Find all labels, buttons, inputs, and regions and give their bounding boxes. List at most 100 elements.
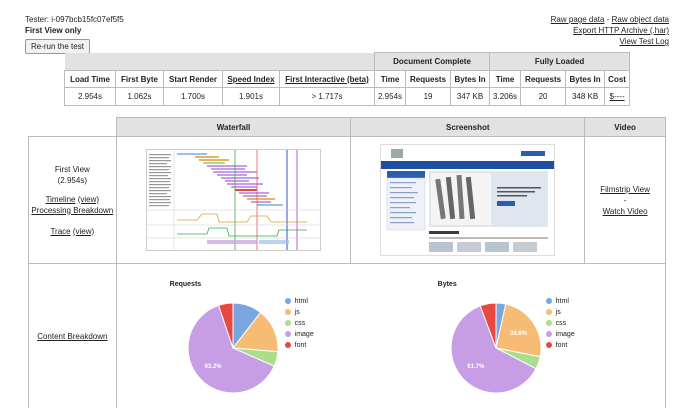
view-test-log-link[interactable]: View Test Log xyxy=(619,37,669,46)
legend-item-font: font xyxy=(545,340,575,351)
summary-blank xyxy=(64,52,375,71)
legend-item-css: css xyxy=(545,318,575,329)
col-start-render: Start Render xyxy=(163,70,223,88)
legend-label: html xyxy=(294,298,308,305)
rerun-button[interactable]: Re-run the test xyxy=(25,39,90,54)
pie-slice-js xyxy=(495,303,542,358)
col-fl-time: Time xyxy=(489,70,522,88)
fully-loaded-group: Fully Loaded xyxy=(489,52,631,71)
view-mode: First View only xyxy=(25,26,82,35)
pie-slice-font xyxy=(217,302,234,349)
legend-swatch xyxy=(284,298,291,305)
col-load-time: Load Time xyxy=(64,70,116,88)
raw-page-data-link[interactable]: Raw page data xyxy=(550,15,605,24)
video-separator: - xyxy=(623,195,627,205)
val-dc-time: 2.954s xyxy=(373,87,407,106)
legend-item-css: css xyxy=(284,318,314,329)
processing-breakdown-link[interactable]: Processing Breakdown xyxy=(31,205,114,215)
screenshot-cell xyxy=(350,136,586,264)
col-dc-requests: Requests xyxy=(405,70,452,88)
waterfall-cell xyxy=(115,136,352,264)
legend-label: html xyxy=(555,298,569,305)
trace-view-link[interactable]: (view) xyxy=(72,226,95,236)
site-logo xyxy=(391,149,404,158)
bytes-pie-chart: 24.6% 61.7% xyxy=(450,302,542,394)
legend-swatch xyxy=(545,320,552,327)
content-breakdown-cell: Content Breakdown xyxy=(28,263,117,408)
val-dc-requests: 19 xyxy=(405,87,452,106)
bytes-legend: html js css image font xyxy=(545,296,575,351)
legend-label: image xyxy=(294,331,314,338)
first-view-time: (2.954s) xyxy=(57,175,87,185)
col-cost: Cost xyxy=(604,70,631,88)
screenshot-header: Screenshot xyxy=(350,117,586,137)
legend-swatch xyxy=(545,309,552,316)
col-first-byte: First Byte xyxy=(115,70,164,88)
legend-item-image: image xyxy=(284,329,314,340)
video-header: Video xyxy=(584,117,666,137)
screenshot-thumbnail[interactable] xyxy=(380,144,556,256)
col-first-interactive[interactable]: First Interactive (beta) xyxy=(285,74,369,84)
legend-item-html: html xyxy=(284,296,314,307)
requests-pie-chart: 63.2% xyxy=(187,302,279,394)
first-view-label: First View xyxy=(54,164,90,174)
first-view-cell: First View (2.954s) Timeline (view) Proc… xyxy=(28,136,117,264)
legend-label: font xyxy=(555,342,568,349)
timeline-link[interactable]: Timeline xyxy=(45,194,76,204)
results-table: Waterfall Screenshot Video First View (2… xyxy=(28,117,667,408)
cost-link[interactable]: $---- xyxy=(609,92,625,101)
legend-swatch xyxy=(284,320,291,327)
content-breakdown-row: Content Breakdown Requests 63.2% html js c… xyxy=(28,263,667,408)
legend-item-html: html xyxy=(545,296,575,307)
legend-item-js: js xyxy=(545,307,575,318)
waterfall-thumbnail[interactable] xyxy=(146,149,322,251)
legend-swatch xyxy=(545,298,552,305)
val-first-byte: 1.062s xyxy=(115,87,164,106)
val-load-time: 2.954s xyxy=(64,87,116,106)
val-start-render: 1.700s xyxy=(163,87,223,106)
pie-label-image: 63.2% xyxy=(204,364,222,370)
legend-swatch xyxy=(545,331,552,338)
tester-id: Tester: i-097bcb15fc07ef5f5 xyxy=(25,15,124,24)
legend-label: image xyxy=(555,331,575,338)
pie-slice-image xyxy=(187,304,275,394)
timeline-view-link[interactable]: (view) xyxy=(77,194,100,204)
col-fl-requests: Requests xyxy=(520,70,567,88)
export-links: Raw page data - Raw object data Export H… xyxy=(551,14,669,47)
pie-slice-font xyxy=(479,302,497,349)
legend-swatch xyxy=(284,309,291,316)
legend-swatch xyxy=(284,331,291,338)
legend-label: font xyxy=(294,342,307,349)
legend-label: css xyxy=(555,320,567,327)
summary-values-row: 2.954s 1.062s 1.700s 1.901s > 1.717s 2.9… xyxy=(64,87,631,106)
export-har-link[interactable]: Export HTTP Archive (.har) xyxy=(573,26,669,35)
bytes-chart-title: Bytes xyxy=(437,281,457,288)
link-separator: - xyxy=(606,15,610,24)
pie-label-js: 24.6% xyxy=(510,331,528,337)
col-dc-time: Time xyxy=(373,70,407,88)
col-fl-bytes: Bytes In xyxy=(565,70,606,88)
summary-header-row: Load Time First Byte Start Render Speed … xyxy=(64,70,631,88)
doc-complete-group: Document Complete xyxy=(373,52,491,71)
legend-swatch xyxy=(545,342,552,349)
pie-charts-cell: Requests 63.2% html js css image font Bytes … xyxy=(115,263,667,408)
raw-object-data-link[interactable]: Raw object data xyxy=(611,15,669,24)
watch-video-link[interactable]: Watch Video xyxy=(602,206,648,216)
val-fl-time: 3.206s xyxy=(489,87,522,106)
first-view-row: First View (2.954s) Timeline (view) Proc… xyxy=(28,136,666,264)
content-breakdown-link[interactable]: Content Breakdown xyxy=(37,331,108,341)
video-cell: Filmstrip View - Watch Video xyxy=(584,136,666,264)
legend-label: css xyxy=(294,320,306,327)
legend-swatch xyxy=(284,342,291,349)
waterfall-header: Waterfall xyxy=(115,117,352,137)
screenshot-graphic xyxy=(381,149,555,252)
legend-item-image: image xyxy=(545,329,575,340)
val-fl-requests: 20 xyxy=(520,87,567,106)
results-corner xyxy=(28,117,117,137)
filmstrip-link[interactable]: Filmstrip View xyxy=(600,184,650,194)
legend-label: js xyxy=(294,309,300,316)
col-speed-index[interactable]: Speed Index xyxy=(227,74,275,84)
legend-item-js: js xyxy=(284,307,314,318)
waterfall-graphic xyxy=(147,150,321,250)
trace-link[interactable]: Trace xyxy=(50,226,71,236)
